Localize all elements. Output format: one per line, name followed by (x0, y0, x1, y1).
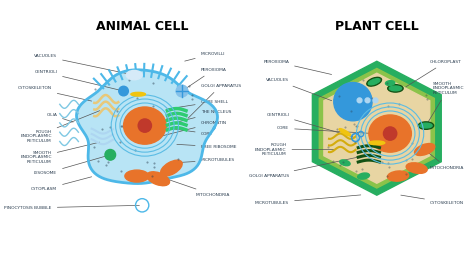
Text: PEROXIOMA: PEROXIOMA (184, 68, 227, 90)
Polygon shape (324, 73, 430, 183)
Ellipse shape (418, 122, 434, 129)
Circle shape (119, 86, 128, 96)
Circle shape (138, 119, 152, 132)
Text: VACUOLES: VACUOLES (266, 78, 332, 101)
Circle shape (373, 98, 378, 103)
Ellipse shape (126, 70, 142, 80)
Ellipse shape (406, 163, 427, 173)
Ellipse shape (161, 160, 182, 176)
Ellipse shape (385, 81, 395, 86)
Ellipse shape (367, 77, 382, 86)
Text: CHROMATIN: CHROMATIN (164, 121, 227, 135)
Ellipse shape (420, 123, 432, 128)
Text: CORE: CORE (277, 126, 372, 133)
Text: MICROVILLI: MICROVILLI (185, 52, 225, 61)
Text: PEROXIOMA: PEROXIOMA (263, 60, 332, 74)
Title: ANIMAL CELL: ANIMAL CELL (96, 20, 189, 33)
Text: CYTOSKELETON: CYTOSKELETON (18, 86, 91, 101)
Text: LYSOSOME: LYSOSOME (34, 156, 108, 175)
Ellipse shape (357, 173, 369, 179)
Text: MICROTUBULES: MICROTUBULES (255, 195, 361, 205)
Polygon shape (76, 70, 218, 184)
Text: GOLGI APPARATUS: GOLGI APPARATUS (249, 155, 366, 178)
Circle shape (383, 127, 397, 140)
Title: PLANT CELL: PLANT CELL (335, 20, 419, 33)
Text: ROUGH
ENDOPLASMIC
RETICULUM: ROUGH ENDOPLASMIC RETICULUM (255, 143, 334, 156)
Ellipse shape (340, 160, 350, 166)
Circle shape (176, 85, 188, 97)
Text: CORE: CORE (153, 126, 213, 136)
Ellipse shape (131, 92, 146, 96)
Text: GOLGI APPARATUS: GOLGI APPARATUS (188, 84, 241, 118)
Ellipse shape (368, 79, 380, 85)
Text: CENTRIOLI: CENTRIOLI (266, 113, 353, 137)
Text: ROUGH
ENDOPLASMIC
RETICULUM: ROUGH ENDOPLASMIC RETICULUM (20, 111, 100, 143)
Text: FREE RIBOSOME: FREE RIBOSOME (177, 144, 236, 149)
Ellipse shape (388, 85, 403, 92)
Ellipse shape (339, 129, 351, 136)
Text: CHLOROPLAST: CHLOROPLAST (406, 60, 462, 87)
Ellipse shape (125, 170, 149, 182)
Text: SMOOTH
ENDOPLASMIC
RETICULUM: SMOOTH ENDOPLASMIC RETICULUM (20, 142, 100, 164)
Text: THE NUCLEUS: THE NUCLEUS (166, 110, 231, 125)
Text: MITOCHONDRIA: MITOCHONDRIA (427, 151, 465, 170)
Text: MICROTUBULES: MICROTUBULES (177, 158, 235, 163)
Polygon shape (319, 68, 434, 188)
Circle shape (357, 98, 362, 103)
Ellipse shape (124, 107, 166, 144)
Ellipse shape (369, 115, 411, 152)
Text: SMOOTH
ENDOPLASMIC
RETICULUM: SMOOTH ENDOPLASMIC RETICULUM (428, 82, 464, 123)
Text: VACUOLES: VACUOLES (34, 55, 131, 74)
Circle shape (105, 150, 116, 160)
Circle shape (334, 82, 372, 121)
Polygon shape (312, 61, 441, 195)
Ellipse shape (415, 144, 435, 155)
Ellipse shape (387, 171, 409, 181)
Ellipse shape (389, 86, 401, 91)
Circle shape (365, 98, 370, 103)
Text: CENTRIOLI: CENTRIOLI (34, 70, 121, 90)
Text: CORE SHELL: CORE SHELL (166, 100, 228, 109)
Text: CYTOSKELETON: CYTOSKELETON (401, 195, 464, 205)
Ellipse shape (146, 172, 170, 186)
Text: MITOCHONDRIA: MITOCHONDRIA (169, 180, 230, 197)
Text: CILIA: CILIA (46, 113, 73, 122)
Text: PINOCYTOSIS BUBBLE: PINOCYTOSIS BUBBLE (4, 205, 139, 210)
Text: CYTOPLASM: CYTOPLASM (31, 177, 91, 191)
Ellipse shape (369, 141, 385, 145)
